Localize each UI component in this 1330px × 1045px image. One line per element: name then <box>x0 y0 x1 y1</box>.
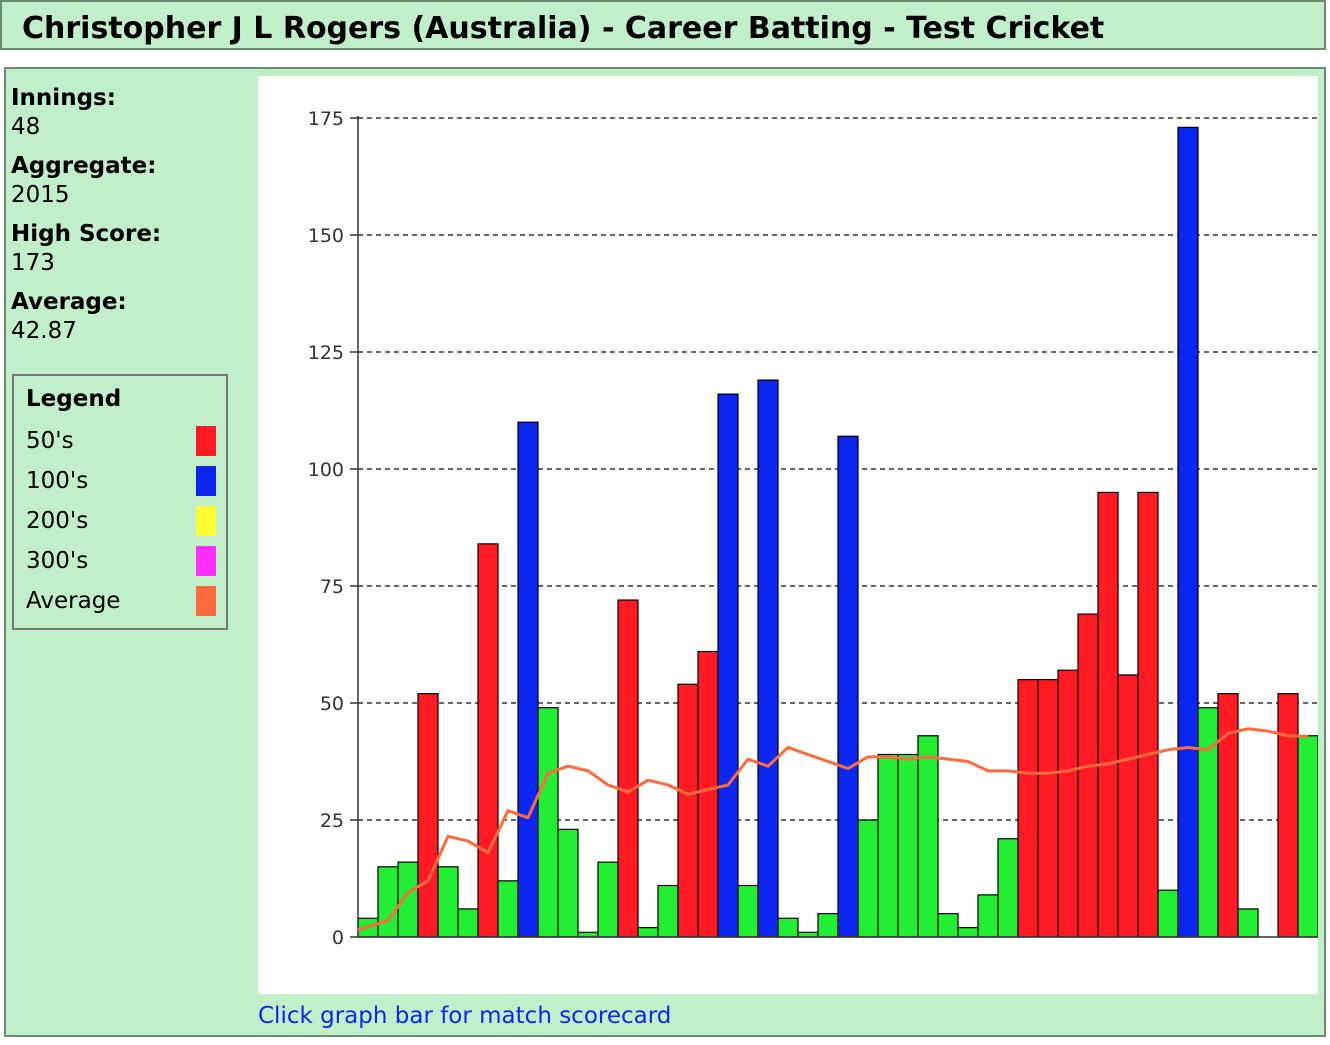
innings-bar[interactable] <box>917 735 939 938</box>
innings-bar[interactable] <box>977 894 999 938</box>
innings-bar[interactable] <box>1237 908 1259 938</box>
stat-label: Average: <box>11 289 127 315</box>
scorecard-hint-link[interactable]: Click graph bar for match scorecard <box>258 1003 672 1029</box>
legend-item-50s: 50's <box>26 426 216 456</box>
legend-swatch <box>196 506 216 536</box>
innings-bar[interactable] <box>457 908 479 938</box>
innings-bar[interactable] <box>1297 735 1319 938</box>
legend-item-200s: 200's <box>26 506 216 536</box>
innings-bar[interactable] <box>1117 674 1139 938</box>
innings-bar[interactable] <box>697 650 719 938</box>
stat-value: 2015 <box>11 182 70 208</box>
innings-bar[interactable] <box>617 599 639 938</box>
page-title: Christopher J L Rogers (Australia) - Car… <box>22 11 1105 46</box>
innings-bar[interactable] <box>857 819 879 938</box>
innings-bar[interactable] <box>497 880 519 938</box>
career-stats: Innings: 48 Aggregate: 2015 High Score: … <box>11 83 161 355</box>
innings-bar[interactable] <box>1137 491 1159 938</box>
innings-bar[interactable] <box>717 393 739 938</box>
legend-label: 50's <box>26 428 74 454</box>
y-tick-label: 0 <box>332 927 344 949</box>
innings-bar[interactable] <box>637 927 659 938</box>
y-tick-label: 125 <box>308 342 344 364</box>
legend: Legend 50's 100's 200's 300's Average <box>12 374 228 630</box>
innings-bar[interactable] <box>757 379 779 938</box>
innings-bar[interactable] <box>897 753 919 938</box>
innings-bar[interactable] <box>957 927 979 938</box>
stat-aggregate: Aggregate: 2015 <box>11 151 161 210</box>
innings-bar[interactable] <box>377 866 399 938</box>
stat-value: 173 <box>11 250 55 276</box>
innings-bar[interactable] <box>877 753 899 938</box>
innings-bar[interactable] <box>657 884 679 938</box>
y-tick-label: 25 <box>320 810 344 832</box>
stat-label: High Score: <box>11 221 162 247</box>
legend-item-average: Average <box>26 586 216 616</box>
innings-bar[interactable] <box>557 828 579 938</box>
y-tick-label: 175 <box>308 108 344 130</box>
innings-bar[interactable] <box>1197 707 1219 938</box>
y-tick-label: 75 <box>320 576 344 598</box>
innings-bar[interactable] <box>937 912 959 938</box>
innings-bar[interactable] <box>677 683 699 938</box>
innings-bar[interactable] <box>1217 693 1239 938</box>
innings-bar[interactable] <box>1057 669 1079 938</box>
innings-bar[interactable] <box>1017 678 1039 938</box>
innings-bar[interactable] <box>837 435 859 938</box>
legend-label: 300's <box>26 548 89 574</box>
legend-swatch <box>196 466 216 496</box>
chart-svg: 0 25 50 75 100 125 150 175 <box>308 108 1319 949</box>
innings-bar[interactable] <box>817 912 839 938</box>
stat-label: Innings: <box>11 85 116 111</box>
legend-item-300s: 300's <box>26 546 216 576</box>
legend-swatch <box>196 546 216 576</box>
innings-bar[interactable] <box>1157 889 1179 938</box>
innings-bar[interactable] <box>437 866 459 938</box>
innings-bar[interactable] <box>477 543 499 938</box>
stat-value: 48 <box>11 114 41 140</box>
innings-bar[interactable] <box>1177 126 1199 938</box>
batting-chart: 0 25 50 75 100 125 150 175 <box>258 76 1319 994</box>
innings-bar[interactable] <box>1097 491 1119 938</box>
legend-label: Average <box>26 588 121 614</box>
innings-bar[interactable] <box>517 421 539 938</box>
legend-label: 100's <box>26 468 89 494</box>
innings-bar[interactable] <box>417 693 439 938</box>
y-tick-label: 100 <box>308 459 344 481</box>
title-bar: Christopher J L Rogers (Australia) - Car… <box>0 0 1326 50</box>
innings-bar[interactable] <box>1077 613 1099 938</box>
innings-bar[interactable] <box>737 884 759 938</box>
innings-bar[interactable] <box>997 838 1019 938</box>
average-line <box>357 727 1309 932</box>
innings-bar[interactable] <box>397 861 419 938</box>
legend-title: Legend <box>26 386 122 412</box>
stat-average: Average: 42.87 <box>11 287 161 346</box>
innings-bar[interactable] <box>1277 693 1299 938</box>
innings-bar[interactable] <box>597 861 619 938</box>
innings-bar[interactable] <box>537 707 559 938</box>
stat-label: Aggregate: <box>11 153 157 179</box>
y-tick-label: 150 <box>308 225 344 247</box>
stat-value: 42.87 <box>11 318 77 344</box>
stat-high-score: High Score: 173 <box>11 219 161 278</box>
legend-item-100s: 100's <box>26 466 216 496</box>
main-panel: Innings: 48 Aggregate: 2015 High Score: … <box>4 67 1326 1037</box>
innings-bar[interactable] <box>777 917 799 938</box>
legend-swatch <box>196 586 216 616</box>
y-tick-label: 50 <box>320 693 344 715</box>
innings-bar[interactable] <box>1037 678 1059 938</box>
legend-label: 200's <box>26 508 89 534</box>
stat-innings: Innings: 48 <box>11 83 161 142</box>
legend-swatch <box>196 426 216 456</box>
